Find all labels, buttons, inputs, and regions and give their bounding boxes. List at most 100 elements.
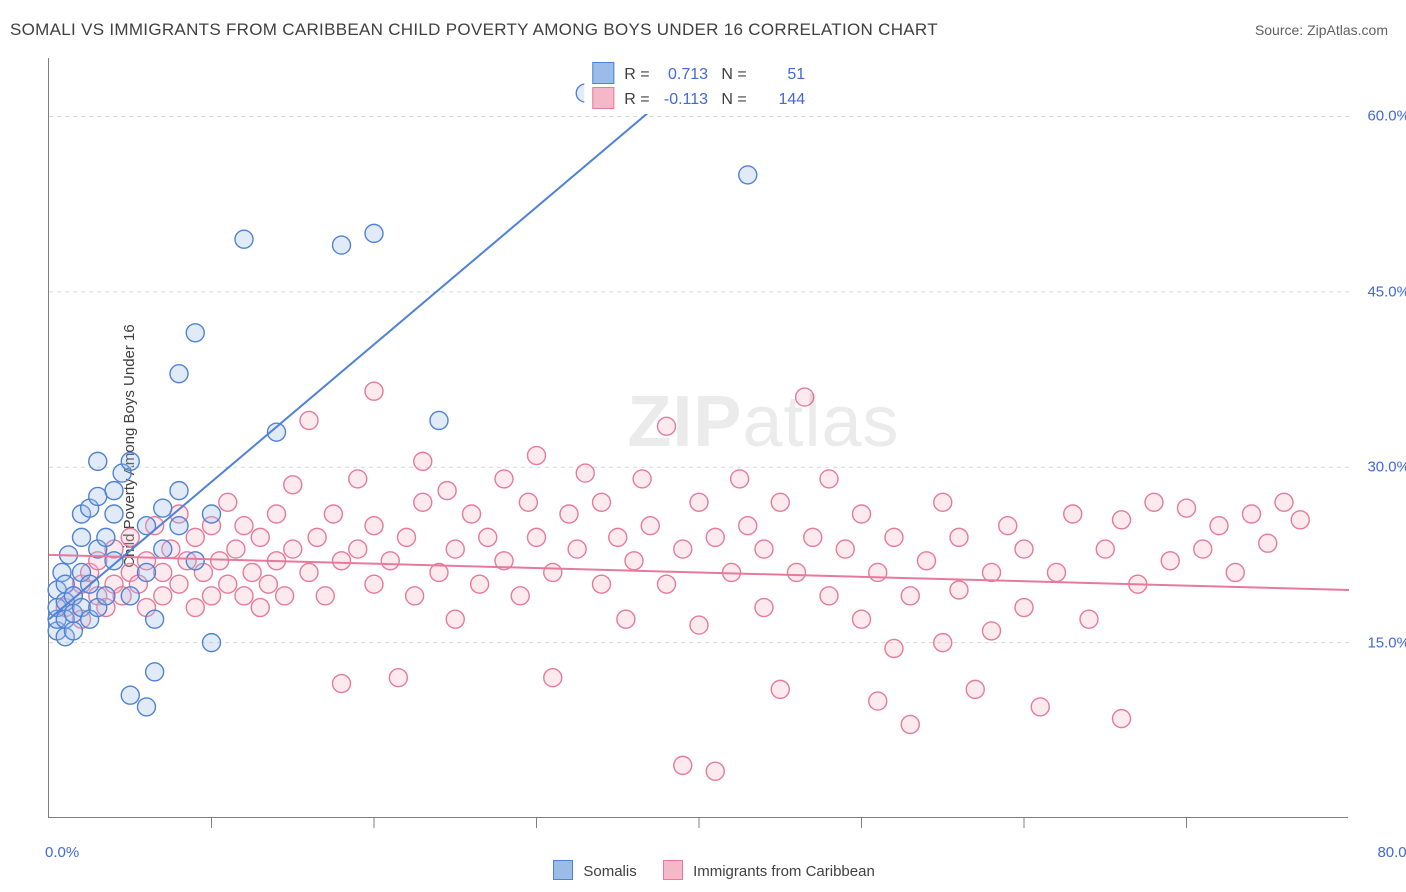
data-point bbox=[609, 528, 627, 546]
data-point bbox=[593, 493, 611, 511]
data-point bbox=[316, 587, 334, 605]
data-point bbox=[276, 587, 294, 605]
data-point bbox=[901, 715, 919, 733]
x-min-label: 0.0% bbox=[45, 844, 79, 861]
data-point bbox=[706, 762, 724, 780]
data-point bbox=[365, 517, 383, 535]
data-point bbox=[381, 552, 399, 570]
data-point bbox=[544, 563, 562, 581]
data-point bbox=[788, 563, 806, 581]
source-link[interactable]: ZipAtlas.com bbox=[1307, 22, 1388, 38]
data-point bbox=[186, 528, 204, 546]
data-point bbox=[146, 610, 164, 628]
data-point bbox=[333, 552, 351, 570]
r-label: R = bbox=[624, 91, 649, 108]
data-point bbox=[633, 470, 651, 488]
data-point bbox=[170, 365, 188, 383]
swatch-caribbean-icon bbox=[592, 87, 614, 109]
data-point bbox=[983, 622, 1001, 640]
source-attribution: Source: ZipAtlas.com bbox=[1255, 22, 1388, 38]
data-point bbox=[755, 599, 773, 617]
data-point bbox=[186, 552, 204, 570]
data-point bbox=[243, 563, 261, 581]
data-point bbox=[203, 587, 221, 605]
data-point bbox=[1194, 540, 1212, 558]
data-point bbox=[89, 487, 107, 505]
data-point bbox=[203, 634, 221, 652]
data-point bbox=[251, 528, 269, 546]
data-point bbox=[146, 663, 164, 681]
source-prefix: Source: bbox=[1255, 22, 1307, 38]
data-point bbox=[690, 493, 708, 511]
data-point bbox=[1178, 499, 1196, 517]
data-point bbox=[950, 581, 968, 599]
data-point bbox=[186, 599, 204, 617]
data-point bbox=[219, 493, 237, 511]
data-point bbox=[121, 587, 139, 605]
data-point bbox=[576, 464, 594, 482]
data-point bbox=[430, 411, 448, 429]
data-point bbox=[365, 224, 383, 242]
data-point bbox=[528, 528, 546, 546]
r-value-somalis: 0.713 bbox=[654, 63, 708, 87]
data-point bbox=[885, 528, 903, 546]
data-point bbox=[1259, 534, 1277, 552]
data-point bbox=[966, 680, 984, 698]
data-point bbox=[121, 686, 139, 704]
data-point bbox=[885, 639, 903, 657]
data-point bbox=[235, 230, 253, 248]
swatch-somalis-icon bbox=[553, 860, 573, 880]
series-legend: Somalis Immigrants from Caribbean bbox=[0, 860, 1406, 880]
data-point bbox=[138, 698, 156, 716]
data-point bbox=[544, 669, 562, 687]
data-point bbox=[389, 669, 407, 687]
data-point bbox=[73, 528, 91, 546]
data-point bbox=[333, 236, 351, 254]
data-point bbox=[105, 482, 123, 500]
n-value-somalis: 51 bbox=[751, 63, 805, 87]
data-point bbox=[771, 680, 789, 698]
data-point bbox=[324, 505, 342, 523]
data-point bbox=[414, 493, 432, 511]
data-point bbox=[1226, 563, 1244, 581]
data-point bbox=[479, 528, 497, 546]
data-point bbox=[154, 587, 172, 605]
data-point bbox=[398, 528, 416, 546]
scatter-plot: R = 0.713 N = 51 R = -0.113 N = 144 ZIPa… bbox=[48, 58, 1348, 818]
data-point bbox=[901, 587, 919, 605]
data-point bbox=[1015, 540, 1033, 558]
data-point bbox=[690, 616, 708, 634]
data-point bbox=[658, 575, 676, 593]
data-point bbox=[593, 575, 611, 593]
data-point bbox=[1113, 511, 1131, 529]
data-point bbox=[1064, 505, 1082, 523]
data-point bbox=[414, 452, 432, 470]
data-point bbox=[625, 552, 643, 570]
data-point bbox=[1145, 493, 1163, 511]
data-point bbox=[658, 417, 676, 435]
data-point bbox=[853, 505, 871, 523]
data-point bbox=[519, 493, 537, 511]
data-point bbox=[999, 517, 1017, 535]
data-point bbox=[105, 505, 123, 523]
data-point bbox=[284, 540, 302, 558]
data-point bbox=[333, 675, 351, 693]
trend-line bbox=[49, 70, 699, 620]
data-point bbox=[406, 587, 424, 605]
data-point bbox=[300, 411, 318, 429]
chart-title: SOMALI VS IMMIGRANTS FROM CARIBBEAN CHIL… bbox=[10, 20, 938, 40]
data-point bbox=[154, 499, 172, 517]
n-value-caribbean: 144 bbox=[751, 88, 805, 112]
data-point bbox=[235, 587, 253, 605]
data-point bbox=[1161, 552, 1179, 570]
plot-svg bbox=[49, 58, 1348, 817]
data-point bbox=[853, 610, 871, 628]
data-point bbox=[771, 493, 789, 511]
data-point bbox=[186, 324, 204, 342]
data-point bbox=[365, 382, 383, 400]
r-label: R = bbox=[624, 66, 649, 83]
data-point bbox=[211, 552, 229, 570]
data-point bbox=[674, 756, 692, 774]
data-point bbox=[796, 388, 814, 406]
data-point bbox=[1291, 511, 1309, 529]
